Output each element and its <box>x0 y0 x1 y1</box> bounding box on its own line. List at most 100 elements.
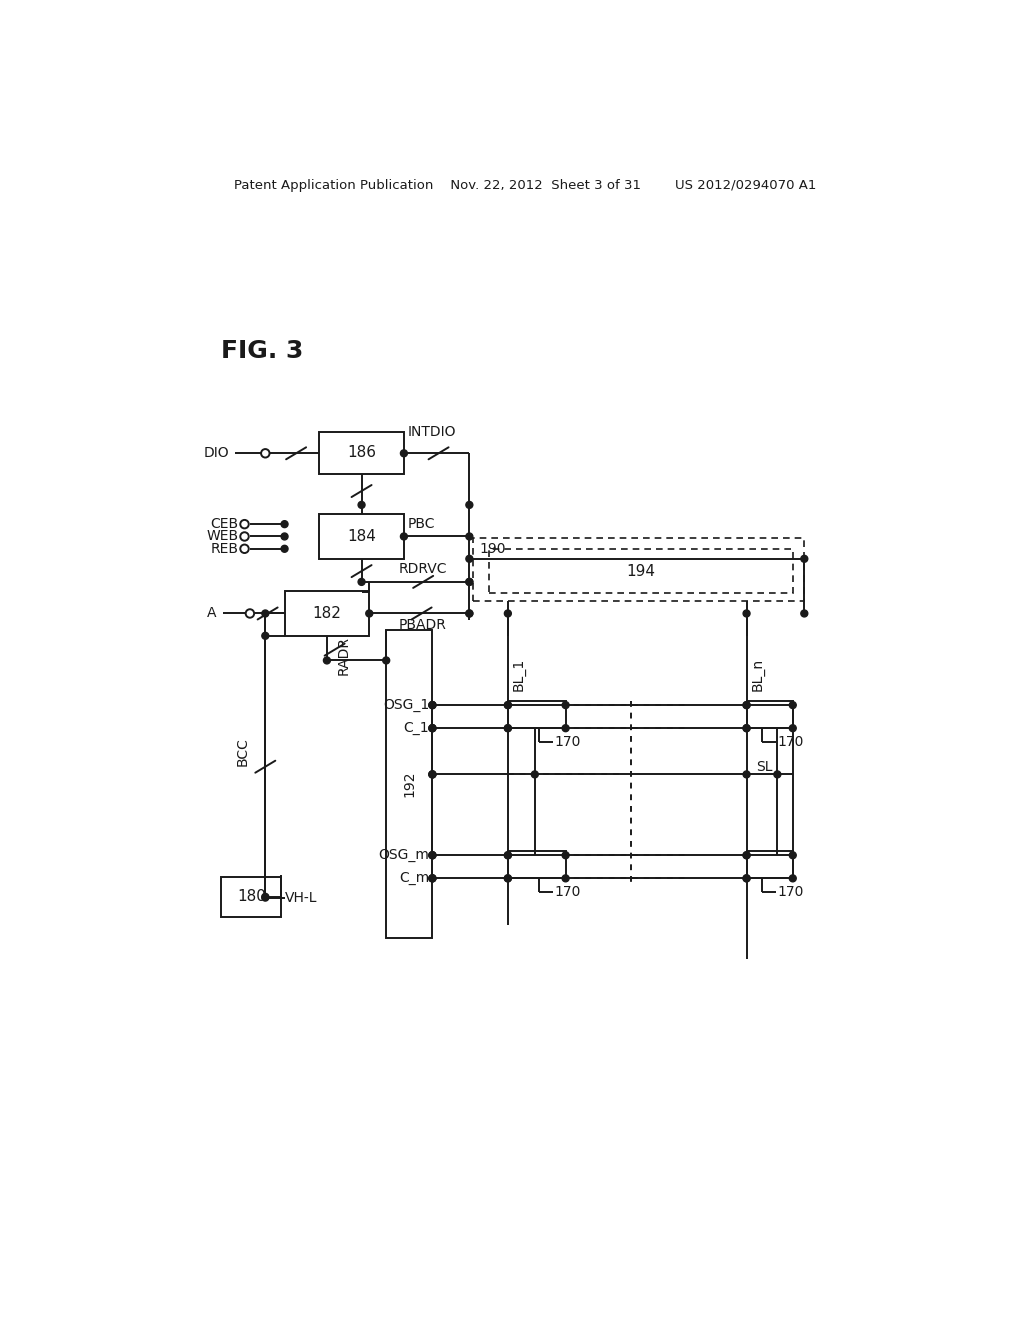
Text: 186: 186 <box>347 445 376 461</box>
Circle shape <box>246 610 254 618</box>
Bar <box>221 876 282 917</box>
Circle shape <box>505 851 511 859</box>
Circle shape <box>743 610 750 616</box>
Text: VH-L: VH-L <box>285 891 317 904</box>
Circle shape <box>790 851 797 859</box>
Text: A: A <box>207 606 217 620</box>
Text: PBADR: PBADR <box>398 618 446 632</box>
Circle shape <box>466 556 473 562</box>
Circle shape <box>466 610 473 616</box>
Circle shape <box>505 875 511 882</box>
Text: RDRVC: RDRVC <box>398 562 447 576</box>
Circle shape <box>358 578 365 585</box>
Text: 170: 170 <box>777 886 804 899</box>
Circle shape <box>790 725 797 731</box>
Circle shape <box>790 702 797 709</box>
Circle shape <box>743 725 750 731</box>
Circle shape <box>282 545 288 552</box>
Text: 170: 170 <box>554 886 581 899</box>
Circle shape <box>429 875 436 882</box>
Circle shape <box>429 771 436 777</box>
Circle shape <box>262 894 268 900</box>
Circle shape <box>531 771 539 777</box>
Bar <box>319 515 403 558</box>
Circle shape <box>466 533 473 540</box>
Circle shape <box>400 533 408 540</box>
Circle shape <box>429 875 436 882</box>
Text: 180: 180 <box>237 890 266 904</box>
Circle shape <box>429 725 436 731</box>
Circle shape <box>366 610 373 616</box>
Text: FIG. 3: FIG. 3 <box>221 339 304 363</box>
Text: BL_1: BL_1 <box>512 657 525 690</box>
Text: BCC: BCC <box>236 737 250 766</box>
Circle shape <box>261 449 269 458</box>
Text: DIO: DIO <box>204 446 229 461</box>
Circle shape <box>429 851 436 859</box>
Circle shape <box>562 702 569 709</box>
Circle shape <box>743 702 750 709</box>
Circle shape <box>282 520 288 528</box>
Text: Patent Application Publication    Nov. 22, 2012  Sheet 3 of 31        US 2012/02: Patent Application Publication Nov. 22, … <box>233 178 816 191</box>
Circle shape <box>505 702 511 709</box>
Circle shape <box>743 851 750 859</box>
Bar <box>508 851 565 878</box>
Bar <box>488 549 793 594</box>
Circle shape <box>241 520 249 528</box>
Bar <box>285 591 370 636</box>
Circle shape <box>505 725 511 731</box>
Circle shape <box>324 657 331 664</box>
Circle shape <box>505 725 511 731</box>
Text: RADR: RADR <box>337 635 351 675</box>
Text: 192: 192 <box>402 771 417 797</box>
Text: OSG_m: OSG_m <box>379 849 429 862</box>
Text: C_m: C_m <box>399 871 429 886</box>
Circle shape <box>790 875 797 882</box>
Circle shape <box>743 771 750 777</box>
Circle shape <box>466 502 473 508</box>
Circle shape <box>562 851 569 859</box>
Circle shape <box>505 851 511 859</box>
Bar <box>386 630 432 937</box>
Circle shape <box>429 702 436 709</box>
Circle shape <box>774 771 781 777</box>
Circle shape <box>466 578 473 585</box>
Circle shape <box>466 578 473 585</box>
Circle shape <box>505 702 511 709</box>
Text: SL: SL <box>756 760 772 774</box>
Circle shape <box>358 502 365 508</box>
Text: WEB: WEB <box>206 529 239 544</box>
Circle shape <box>743 875 750 882</box>
Circle shape <box>505 610 511 616</box>
Circle shape <box>743 725 750 731</box>
Text: BL_n: BL_n <box>751 657 764 690</box>
Circle shape <box>429 771 436 777</box>
Circle shape <box>262 894 268 902</box>
Text: 182: 182 <box>312 606 341 620</box>
Circle shape <box>241 545 249 553</box>
Circle shape <box>505 875 511 882</box>
Circle shape <box>743 875 750 882</box>
Circle shape <box>282 533 288 540</box>
Circle shape <box>429 875 436 882</box>
Circle shape <box>801 610 808 616</box>
Text: 170: 170 <box>554 735 581 748</box>
Circle shape <box>383 657 390 664</box>
Circle shape <box>801 556 808 562</box>
Bar <box>508 701 565 729</box>
Text: 170: 170 <box>777 735 804 748</box>
Circle shape <box>429 725 436 731</box>
Circle shape <box>743 702 750 709</box>
Circle shape <box>429 851 436 859</box>
Text: INTDIO: INTDIO <box>408 425 457 438</box>
Circle shape <box>400 450 408 457</box>
Circle shape <box>743 851 750 859</box>
Circle shape <box>429 771 436 777</box>
Circle shape <box>262 632 268 639</box>
Text: C_1: C_1 <box>403 721 429 735</box>
Text: 190: 190 <box>479 541 506 556</box>
Text: REB: REB <box>210 541 239 556</box>
Bar <box>746 851 793 878</box>
Text: PBC: PBC <box>408 517 435 531</box>
Circle shape <box>241 532 249 541</box>
